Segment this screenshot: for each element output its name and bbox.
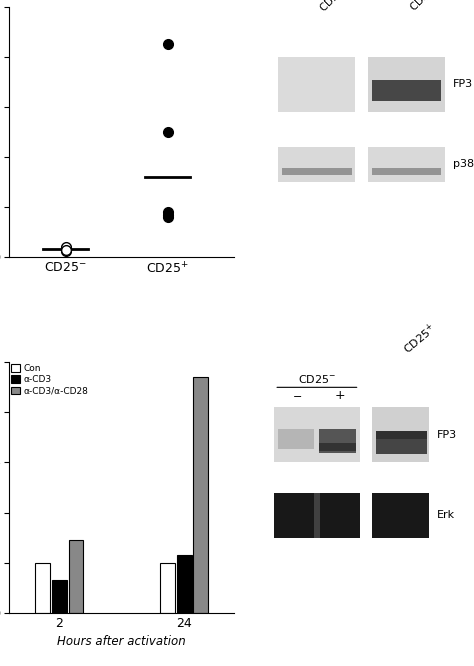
Bar [69, 540, 83, 613]
Text: CD25$^{+}$: CD25$^{+}$ [400, 321, 439, 357]
Bar [368, 147, 445, 182]
Bar [160, 563, 175, 613]
Bar [282, 168, 352, 175]
Legend: Con, α-CD3, α-CD3/α-CD28: Con, α-CD3, α-CD3/α-CD28 [10, 363, 90, 396]
Text: CD25$^{-}$: CD25$^{-}$ [298, 373, 336, 385]
Bar [278, 147, 356, 182]
Bar [278, 57, 356, 112]
Text: −: − [292, 392, 302, 402]
Text: +: + [335, 390, 345, 402]
Bar [274, 493, 360, 537]
Bar [319, 443, 356, 452]
Text: FP3: FP3 [437, 430, 457, 440]
Text: CD25$^{+}$: CD25$^{+}$ [406, 0, 441, 14]
Bar [372, 493, 428, 537]
Bar [372, 168, 441, 175]
Bar [319, 430, 356, 452]
Bar [177, 555, 191, 613]
X-axis label: Hours after activation: Hours after activation [57, 635, 186, 649]
Bar [372, 90, 441, 101]
Bar [193, 378, 208, 613]
Bar [35, 563, 50, 613]
Bar [376, 431, 427, 440]
Bar [278, 430, 314, 449]
Text: Erk: Erk [437, 510, 455, 520]
Bar [372, 81, 441, 91]
Text: FP3: FP3 [453, 79, 473, 89]
Bar [52, 580, 67, 613]
Bar [372, 408, 428, 462]
Bar [368, 57, 445, 112]
Text: p38: p38 [453, 159, 474, 169]
Bar [314, 493, 320, 537]
Bar [274, 408, 360, 462]
Text: CD25$^{-}$: CD25$^{-}$ [317, 0, 351, 14]
Bar [376, 431, 427, 454]
